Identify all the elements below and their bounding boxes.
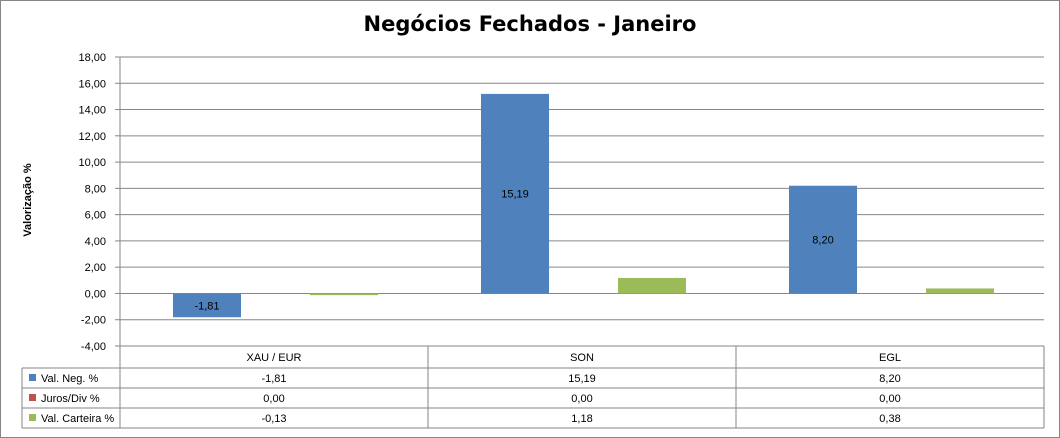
bar — [310, 293, 378, 296]
data-label: 15,19 — [501, 189, 529, 201]
y-tick-label: 6,00 — [85, 210, 106, 222]
bar — [173, 293, 241, 318]
y-tick-label: 16,00 — [78, 78, 106, 90]
data-label: 8,20 — [812, 235, 833, 247]
y-tick-label: 10,00 — [78, 157, 106, 169]
y-tick-label: 2,00 — [85, 262, 106, 274]
legend-key — [29, 394, 36, 401]
data-label: -1,81 — [194, 300, 219, 312]
table-cell: 0,00 — [263, 393, 284, 405]
table-cell: 1,18 — [571, 413, 592, 425]
table-cell: 0,00 — [879, 393, 900, 405]
bar — [926, 288, 994, 294]
legend-key — [29, 414, 36, 421]
legend-label: Val. Neg. % — [41, 373, 98, 385]
legend-label: Val. Carteira % — [41, 413, 114, 425]
table-cell: 15,19 — [568, 373, 596, 385]
x-category-label: EGL — [879, 352, 901, 364]
table-cell: 0,38 — [879, 413, 900, 425]
y-tick-label: 12,00 — [78, 131, 106, 143]
x-category-label: SON — [570, 352, 594, 364]
table-cell: 8,20 — [879, 373, 900, 385]
legend-key — [29, 374, 36, 381]
y-tick-label: -2,00 — [81, 315, 106, 327]
bar — [481, 93, 549, 294]
y-tick-label: 8,00 — [85, 183, 106, 195]
chart-title: Negócios Fechados - Janeiro — [363, 12, 697, 36]
y-tick-label: 14,00 — [78, 105, 106, 117]
y-tick-label: -4,00 — [81, 341, 106, 353]
bar — [618, 277, 686, 294]
y-tick-label: 18,00 — [78, 52, 106, 64]
table-cell: -1,81 — [261, 373, 286, 385]
bar — [789, 185, 857, 294]
y-tick-label: 0,00 — [85, 288, 106, 300]
legend-label: Juros/Div % — [41, 393, 100, 405]
y-tick-label: 4,00 — [85, 236, 106, 248]
table-cell: 0,00 — [571, 393, 592, 405]
table-cell: -0,13 — [261, 413, 286, 425]
x-category-label: XAU / EUR — [246, 352, 301, 364]
